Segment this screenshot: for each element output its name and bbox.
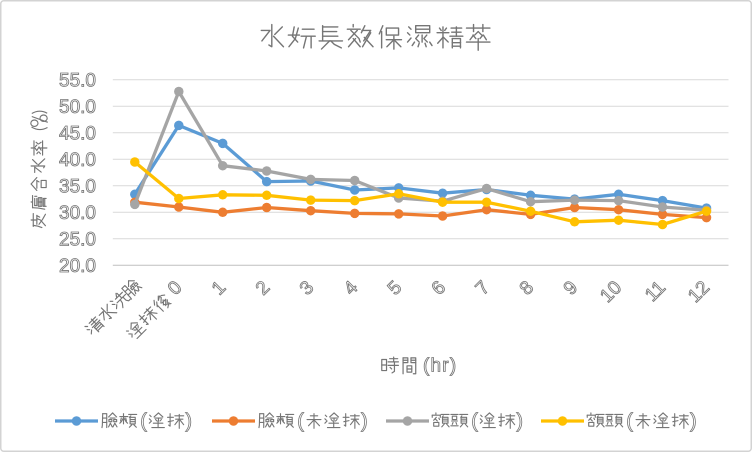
svg-text:(: (	[140, 411, 147, 433]
svg-text:(: (	[626, 411, 633, 433]
svg-text:): )	[361, 411, 368, 433]
svg-text:55.0: 55.0	[59, 71, 96, 92]
svg-text:(: (	[471, 411, 478, 433]
svg-text:(hr): (hr)	[423, 356, 457, 377]
svg-text:(: (	[297, 411, 304, 433]
svg-text:40.0: 40.0	[59, 150, 96, 171]
svg-text:25.0: 25.0	[59, 230, 96, 251]
svg-text:): )	[690, 411, 697, 433]
svg-text:20.0: 20.0	[59, 256, 96, 277]
svg-text:): )	[185, 411, 192, 433]
svg-text:50.0: 50.0	[59, 97, 96, 118]
svg-text:35.0: 35.0	[59, 177, 96, 198]
svg-text:30.0: 30.0	[59, 203, 96, 224]
svg-text:45.0: 45.0	[59, 124, 96, 145]
svg-text:): )	[516, 411, 523, 433]
